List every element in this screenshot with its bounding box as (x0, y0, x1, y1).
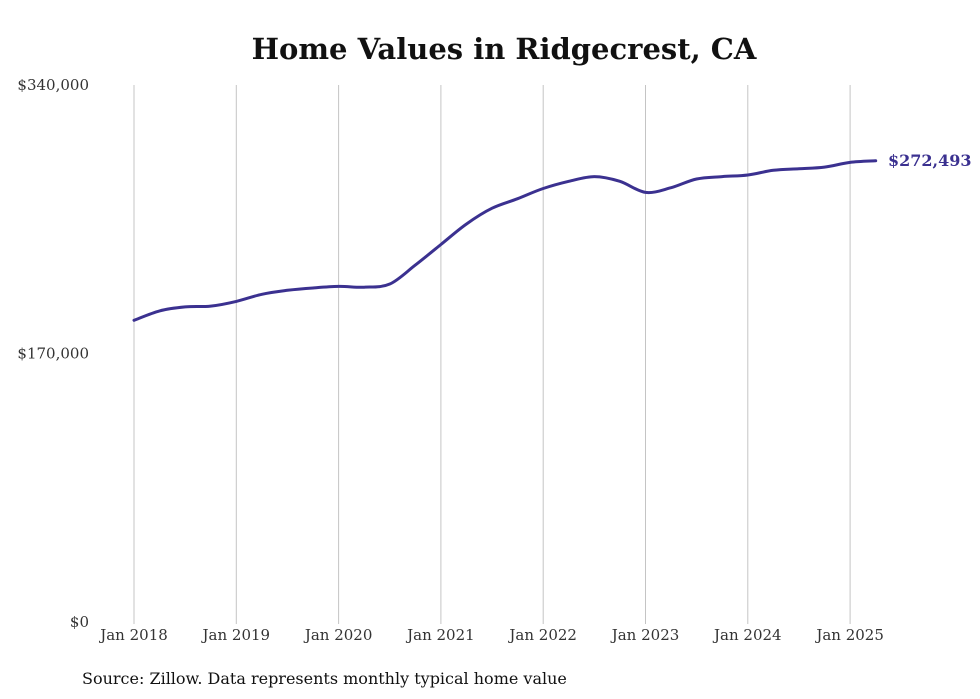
x-tick-label: Jan 2019 (201, 626, 271, 644)
x-tick-label: Jan 2025 (814, 626, 884, 644)
x-tick-label: Jan 2018 (98, 626, 168, 644)
y-axis-ticks: $0 $170,000 $340,000 (17, 76, 89, 631)
series-line-home-value (132, 159, 878, 322)
chart-title: Home Values in Ridgecrest, CA (252, 32, 757, 66)
end-value-label: $272,493 (888, 151, 972, 170)
y-tick-label: $0 (70, 613, 89, 631)
source-note: Source: Zillow. Data represents monthly … (82, 669, 567, 688)
x-tick-label: Jan 2023 (610, 626, 680, 644)
x-tick-label: Jan 2020 (303, 626, 373, 644)
x-axis-ticks: Jan 2018 Jan 2019 Jan 2020 Jan 2021 Jan 2022… (98, 626, 884, 644)
y-tick-label: $340,000 (17, 76, 89, 94)
x-tick-label: Jan 2021 (405, 626, 475, 644)
y-tick-label: $170,000 (17, 345, 89, 363)
x-tick-label: Jan 2022 (507, 626, 577, 644)
x-tick-label: Jan 2024 (712, 626, 782, 644)
grid-lines (133, 85, 851, 624)
